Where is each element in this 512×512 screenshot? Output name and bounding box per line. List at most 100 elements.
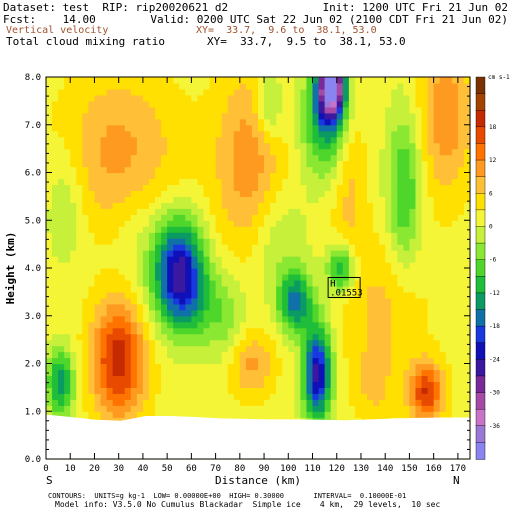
heatmap-cell [106,279,114,287]
heatmap-cell [52,399,59,406]
heatmap-cell [179,142,186,150]
heatmap-cell [324,190,332,197]
heatmap-cell [282,118,289,126]
heatmap-cell [215,333,223,341]
heatmap-cell [300,369,308,377]
heatmap-cell [203,279,211,287]
heatmap-cell [167,142,174,150]
heatmap-cell [221,88,229,96]
heatmap-cell [155,393,162,400]
heatmap-cell [451,268,459,275]
heatmap-cell [221,250,229,257]
heatmap-cell [209,321,217,329]
heatmap-cell [270,399,277,406]
heatmap-cell [161,196,168,203]
heatmap-cell [155,250,162,257]
heatmap-cell [373,202,380,209]
heatmap-cell [258,321,265,329]
colorbar-swatch [475,242,486,261]
heatmap-cell [88,100,96,108]
heatmap-cell [336,357,344,365]
heatmap-cell [288,279,295,287]
heatmap-cell [294,118,301,126]
heatmap-cell [300,232,308,239]
heatmap-cell [318,238,326,245]
heatmap-cell [367,226,374,233]
heatmap-cell [179,411,186,418]
heatmap-cell [227,345,235,353]
heatmap-cell [70,268,77,275]
heatmap-cell [258,208,265,215]
heatmap-cell [76,303,83,311]
heatmap-cell [52,375,59,383]
heatmap-cell [155,106,162,114]
heatmap-cell [354,315,362,323]
heatmap-cell [233,321,241,329]
heatmap-cell [391,250,398,257]
heatmap-cell [46,273,53,281]
heatmap-cell [155,333,162,341]
heatmap-cell [124,321,132,329]
heatmap-cell [457,232,465,239]
heatmap-cell [360,100,368,108]
heatmap-cell [124,309,132,317]
heatmap-cell [221,279,229,287]
heatmap-cell [209,357,217,365]
heatmap-cell [367,291,374,299]
heatmap-cell [58,154,65,162]
heatmap-cell [118,297,126,305]
heatmap-cell [239,321,247,329]
heatmap-cell [318,148,326,156]
heatmap-cell [288,238,295,245]
heatmap-cell [46,238,53,245]
heatmap-cell [179,226,186,233]
heatmap-cell [276,327,283,335]
heatmap-cell [167,82,174,90]
heatmap-cell [409,77,417,84]
heatmap-cell [385,124,392,132]
heatmap-cell [82,375,89,383]
heatmap-cell [457,351,465,359]
heatmap-cell [76,154,83,162]
heatmap-cell [118,190,126,197]
heatmap-cell [342,405,350,412]
heatmap-cell [433,411,441,418]
heatmap-cell [433,166,441,174]
heatmap-cell [94,273,102,281]
heatmap-cell [173,262,180,269]
heatmap-cell [118,262,126,269]
heatmap-cell [433,399,441,406]
heatmap-cell [306,214,314,221]
heatmap-cell [46,321,53,329]
heatmap-cell [76,142,83,150]
heatmap-cell [288,94,295,102]
heatmap-cell [379,351,386,359]
heatmap-cell [433,160,441,168]
heatmap-cell [445,184,453,192]
heatmap-cell [106,250,114,257]
heatmap-cell [136,262,144,269]
heatmap-cell [161,309,168,317]
heatmap-cell [82,315,89,323]
heatmap-cell [161,142,168,150]
heatmap-cell [318,375,326,383]
heatmap-cell [106,405,114,412]
heatmap-cell [354,136,362,144]
heatmap-cell [197,94,205,102]
heatmap-cell [106,238,114,245]
heatmap-cell [52,77,59,84]
heatmap-cell [276,100,283,108]
heatmap-cell [76,160,83,168]
heatmap-cell [258,309,265,317]
heatmap-cell [94,345,102,353]
heatmap-cell [88,88,96,96]
heatmap-cell [330,297,338,305]
heatmap-cell [179,387,186,394]
heatmap-cell [191,214,199,221]
heatmap-cell [397,387,404,394]
heatmap-cell [82,196,89,203]
heatmap-cell [251,399,259,406]
heatmap-cell [367,190,374,197]
heatmap-cell [124,238,132,245]
heatmap-cell [258,142,265,150]
